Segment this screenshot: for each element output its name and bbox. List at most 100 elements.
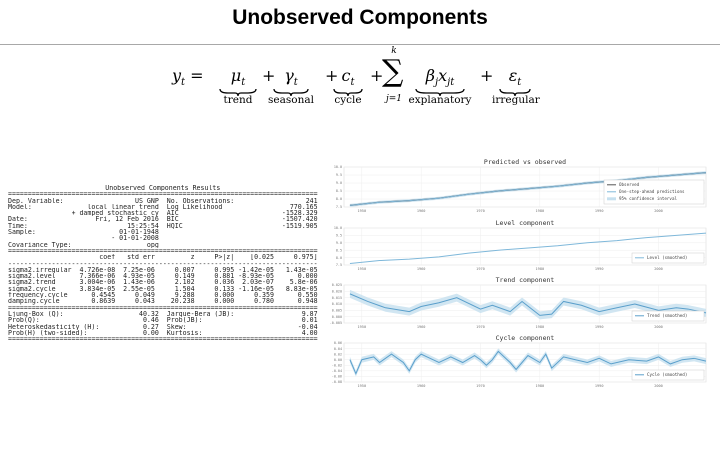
- term-cycle: ct cycle: [328, 66, 368, 106]
- equation: yt = μt trend + γt seasonal + ct cycle + k …: [170, 46, 560, 122]
- chart-title: Trend component: [496, 276, 555, 284]
- plus-sign: +: [262, 66, 276, 85]
- table-cell: Jarque-Bera (JB):: [166, 310, 235, 318]
- table-cell: Prob(H) (two-sided):: [8, 329, 88, 337]
- y-tick-label: -0.06: [332, 375, 342, 379]
- underbrace-icon: [273, 89, 309, 97]
- y-tick-label: 8.5: [336, 248, 342, 252]
- y-tick-label: 10.0: [334, 226, 342, 230]
- table-cell: -1528.329: [281, 210, 318, 217]
- table-cell: Fri, 12 Feb 2016: [95, 216, 159, 223]
- table-cell: 9.288: [174, 292, 195, 299]
- column-header: 0.975]: [293, 254, 318, 261]
- info-row: Dep. Variable: US GNP No. Observations: 241: [8, 198, 318, 204]
- table-cell: US GNP: [135, 197, 159, 204]
- legend-box: [631, 369, 705, 381]
- param-row: damping.cycle 0.8639 0.043 20.238 0.000 0.780…: [8, 298, 318, 304]
- y-tick-label: 0.06: [334, 341, 342, 345]
- x-tick-label: 1950: [357, 209, 366, 213]
- table-cell: 0.000: [214, 292, 235, 299]
- table-cell: 3.004e-06: [79, 279, 116, 286]
- param-row: frequency.cycle 0.4545 0.049 9.288 0.000 0.35…: [8, 292, 318, 298]
- table-cell: 1.43e-06: [123, 279, 155, 286]
- y-tick-label: 0.015: [332, 296, 342, 300]
- info-row: Covariance Type: opg: [8, 242, 318, 248]
- table-cell: BIC: [166, 216, 179, 223]
- table-cell: 7.25e-06: [123, 266, 155, 274]
- summation-icon: ∑: [382, 54, 404, 89]
- table-cell: 1.504: [174, 285, 195, 293]
- table-cell: 4.00: [301, 329, 318, 337]
- table-cell: 0.00: [142, 329, 159, 337]
- results-summary-table: Unobserved Components Results ===========…: [8, 185, 318, 343]
- x-tick-label: 2000: [654, 209, 663, 213]
- table-cell: 8.83e-05: [285, 285, 318, 293]
- confidence-band: [349, 289, 706, 320]
- param-header-row: coef std err z P>|z| [0.025 0.975]: [8, 254, 318, 260]
- table-cell: 40.32: [138, 310, 159, 318]
- table-cell: Prob(JB):: [166, 317, 203, 324]
- y-tick-label: 8.0: [336, 256, 342, 260]
- info-row: Time: 15:25:54 HQIC -1519.905: [8, 223, 318, 229]
- x-tick-label: 2000: [654, 325, 663, 329]
- x-tick-label: 1990: [595, 209, 604, 213]
- y-tick-label: 0.02: [334, 352, 342, 356]
- column-header: std err: [127, 254, 155, 261]
- table-separator: ========================================…: [8, 246, 318, 255]
- y-tick-label: 8.0: [336, 197, 342, 201]
- table-cell: 0.359: [254, 292, 274, 299]
- table-cell: 0.46: [142, 317, 159, 324]
- chart-panel: Predicted vs observed 1950 1960 1970 1980 199…: [334, 158, 707, 213]
- table-cell: opg: [146, 241, 159, 248]
- diagnostic-row: Prob(H) (two-sided): 0.00 Kurtosis: 4.00: [8, 330, 318, 336]
- table-separator: ========================================…: [8, 190, 318, 199]
- legend-label: One-step-ahead predictions: [619, 189, 685, 194]
- table-cell: Sample:: [8, 229, 36, 236]
- y-tick-label: 7.5: [336, 205, 342, 209]
- info-row: Model: local linear trend Log Likelihood 77…: [8, 204, 318, 210]
- info-row: + damped stochastic cycle AIC -1528.329: [8, 210, 318, 216]
- y-tick-label: 0.00: [334, 358, 342, 362]
- chart-legend: Trend (smoothed): [631, 310, 705, 322]
- table-cell: No. Observations:: [166, 197, 235, 204]
- table-cell: 0.049: [135, 292, 155, 299]
- y-tick-label: 0.020: [332, 290, 342, 294]
- table-cell: 241: [305, 197, 318, 204]
- table-cell: frequency.cycle: [8, 292, 68, 299]
- underbrace-icon: [219, 89, 257, 97]
- info-row: Sample: 01-01-1948: [8, 229, 318, 235]
- y-tick-label: 0.010: [332, 302, 342, 306]
- table-cell: Heteroskedasticity (H):: [8, 323, 100, 330]
- table-cell: -1507.420: [281, 216, 318, 223]
- table-cell: sigma2.cycle: [8, 285, 56, 293]
- legend-box: [631, 252, 705, 264]
- table-cell: Time:: [8, 222, 28, 230]
- table-cell: 0.01: [301, 317, 318, 324]
- param-row: sigma2.cycle 3.834e-05 2.55e-05 1.504 0.133-…: [8, 286, 318, 292]
- table-cell: + damped stochastic cycle: [71, 210, 159, 217]
- table-cell: local linear trend: [87, 203, 159, 211]
- chart-title: Cycle component: [496, 334, 555, 342]
- table-cell: 2.03e-07: [242, 279, 274, 286]
- table-cell: damping.cycle: [8, 298, 60, 305]
- y-tick-label: -0.08: [332, 380, 342, 384]
- column-header: coef: [99, 254, 116, 261]
- legend-label: Observed: [619, 182, 640, 187]
- legend-label: 95% confidence interval: [619, 196, 677, 201]
- info-row: Date: Fri, 12 Feb 2016 BIC -1507.420: [8, 216, 318, 222]
- series-line: [349, 172, 707, 206]
- chart-title: Level component: [496, 219, 555, 227]
- legend-label: Trend (smoothed): [647, 313, 687, 318]
- table-cell: 0.000: [297, 273, 318, 280]
- param-row: sigma2.level 7.366e-06 4.93e-05 0.149 0.881-…: [8, 273, 318, 279]
- chart-legend: Level (smoothed): [631, 252, 705, 264]
- y-tick-label: -0.005: [330, 321, 342, 325]
- x-tick-label: 1960: [417, 267, 426, 271]
- x-tick-label: 2000: [654, 384, 663, 388]
- y-tick-label: 0.000: [332, 315, 342, 319]
- term-explanatory: βjxjt explanatory: [404, 66, 476, 106]
- term-trend: μt trend: [218, 66, 258, 106]
- plus-sign: +: [480, 66, 494, 85]
- table-cell: 0.149: [174, 273, 195, 280]
- chart-legend: Cycle (smoothed): [631, 369, 705, 381]
